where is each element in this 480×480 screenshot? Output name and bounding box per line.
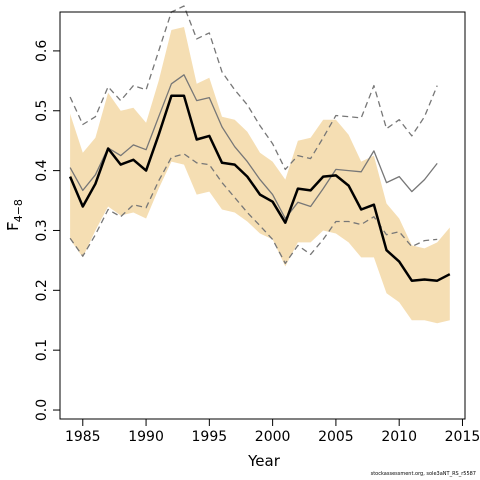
y-tick-label: 0.3 [34, 219, 50, 241]
x-tick-label: 1995 [192, 429, 228, 445]
y-tick-label: 0.0 [34, 399, 50, 421]
source-footnote: stockassessment.org, sole3aNT_RS_r5587 [370, 471, 476, 477]
series-line-dashed-3 [69, 153, 438, 265]
series-line-estimate [68, 94, 451, 282]
y-axis-title-subscript: 4−8 [12, 199, 25, 222]
x-axis: 1985 1990 1995 2000 2005 2010 2015 [65, 418, 480, 445]
x-tick-label: 2010 [381, 429, 417, 445]
y-tick-label: 0.6 [34, 40, 50, 62]
plot-area [68, 5, 451, 324]
series-line-grey [69, 74, 438, 220]
x-tick-label: 2000 [255, 429, 291, 445]
y-tick-label: 0.5 [34, 100, 50, 122]
x-tick-label: 1985 [65, 429, 101, 445]
y-axis-title-main: F [4, 222, 22, 231]
confidence-band [70, 27, 450, 324]
series-line-dashed-2 [69, 5, 438, 171]
y-tick-label: 0.1 [34, 339, 50, 361]
y-tick-label: 0.2 [34, 279, 50, 301]
x-tick-label: 2005 [318, 429, 354, 445]
x-tick-label: 1990 [128, 429, 164, 445]
y-axis-title: F4−8 [4, 199, 25, 231]
y-axis: 0.0 0.1 0.2 0.3 0.4 0.5 0.6 [7, 40, 61, 421]
x-tick-label: 2015 [445, 429, 480, 445]
x-axis-title: Year [247, 452, 281, 470]
y-tick-label: 0.4 [34, 159, 50, 181]
